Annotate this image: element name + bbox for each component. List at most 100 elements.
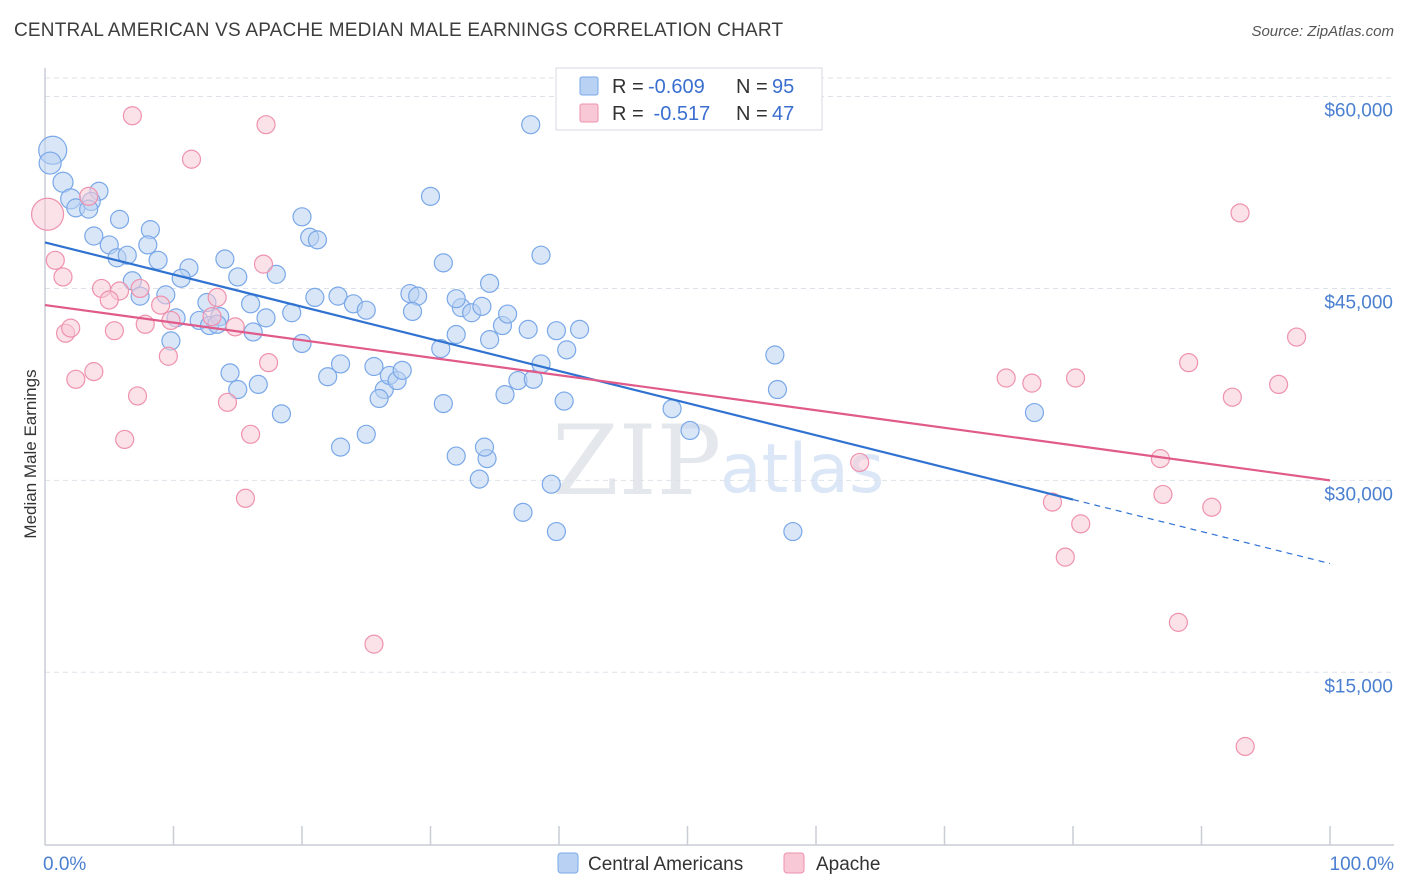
data-point (433, 394, 453, 414)
data-point (84, 362, 104, 382)
data-point (1202, 497, 1222, 517)
data-point (531, 245, 551, 265)
data-point (546, 521, 567, 542)
legend-n-value-central: 95 (772, 76, 794, 98)
data-point (253, 254, 274, 274)
data-point (220, 363, 240, 383)
trend-lines (44, 241, 1331, 565)
y-tick-label: $15,000 (1324, 676, 1393, 697)
x-tick-label-min: 0.0% (43, 854, 86, 875)
watermark-zip: ZIP (552, 405, 721, 517)
data-point (215, 249, 235, 269)
data-point (66, 369, 86, 389)
data-point (248, 374, 268, 395)
data-point (1268, 374, 1289, 395)
data-point (330, 437, 351, 457)
data-point (217, 392, 238, 412)
legend-r-label-apache: R = (612, 103, 644, 125)
data-point (307, 230, 328, 250)
data-point (241, 294, 261, 314)
data-point (498, 304, 518, 324)
data-point (474, 437, 495, 457)
data-point (546, 321, 567, 341)
data-point (1286, 327, 1307, 347)
data-point (472, 296, 492, 316)
data-point (138, 235, 158, 255)
data-point (446, 446, 466, 466)
data-point (104, 321, 124, 341)
data-point (30, 197, 65, 231)
data-point (256, 115, 276, 135)
data-point (292, 333, 312, 354)
data-point (364, 356, 384, 377)
legend-r-value-central: -0.609 (648, 76, 705, 98)
legend-n-value-apache: 47 (772, 103, 794, 125)
data-point (330, 354, 351, 374)
data-point (1179, 353, 1199, 373)
data-point (369, 388, 389, 409)
data-point (996, 368, 1016, 388)
data-point (256, 308, 276, 328)
data-point (318, 367, 338, 387)
data-point (228, 379, 248, 400)
data-point (148, 250, 168, 270)
data-point (554, 391, 574, 411)
series-apache (30, 106, 1307, 757)
data-point (1153, 484, 1173, 505)
x-tick-label-max: 100.0% (1330, 854, 1395, 875)
data-point (305, 287, 325, 308)
data-point (235, 488, 256, 508)
watermark: ZIP atlas (552, 405, 884, 517)
data-point (117, 245, 137, 265)
legend-swatch-apache (579, 103, 599, 123)
data-point (402, 301, 423, 322)
data-point (356, 300, 376, 320)
data-point (680, 420, 700, 441)
data-point (767, 379, 788, 400)
data-point (392, 360, 412, 380)
legend-bottom: Central Americans Apache (557, 852, 880, 875)
data-point (151, 295, 171, 315)
data-point (521, 115, 541, 135)
y-axis-label: Median Male Earnings (21, 369, 40, 538)
data-point (1071, 514, 1091, 534)
legend-n-label-central: N = (736, 76, 768, 98)
data-point (1235, 736, 1255, 757)
data-point (850, 452, 870, 473)
data-point (228, 267, 248, 287)
axes (44, 68, 1394, 846)
grid-lines (45, 77, 1394, 673)
data-point (765, 345, 785, 365)
legend-n-label-apache: N = (736, 103, 768, 125)
data-point (1230, 203, 1250, 223)
data-point (292, 207, 312, 227)
data-point (1168, 612, 1188, 632)
legend-r-value-apache: -0.517 (648, 103, 710, 125)
chart-title: CENTRAL AMERICAN VS APACHE MEDIAN MALE E… (14, 20, 784, 41)
data-point (431, 338, 451, 359)
bottom-legend-swatch-apache (783, 852, 805, 874)
data-point (480, 273, 500, 293)
data-point (364, 634, 384, 654)
data-point (271, 404, 292, 424)
data-point (181, 149, 202, 169)
data-point (469, 469, 489, 489)
y-tick-labels: $15,000 $30,000 $45,000 $60,000 (1324, 101, 1393, 698)
data-point (541, 474, 561, 494)
data-point (446, 289, 466, 309)
data-point (1222, 387, 1242, 407)
data-point (433, 253, 453, 273)
data-point (557, 340, 577, 360)
bottom-legend-label-central: Central Americans (588, 854, 743, 875)
data-point (61, 318, 81, 338)
data-point (1042, 492, 1063, 512)
data-point (266, 264, 286, 284)
data-point (1055, 547, 1075, 567)
data-point (495, 385, 515, 405)
data-point (783, 521, 803, 542)
legend-box (555, 67, 823, 131)
data-point (1024, 402, 1045, 423)
data-point (513, 502, 533, 522)
data-point (523, 369, 543, 389)
